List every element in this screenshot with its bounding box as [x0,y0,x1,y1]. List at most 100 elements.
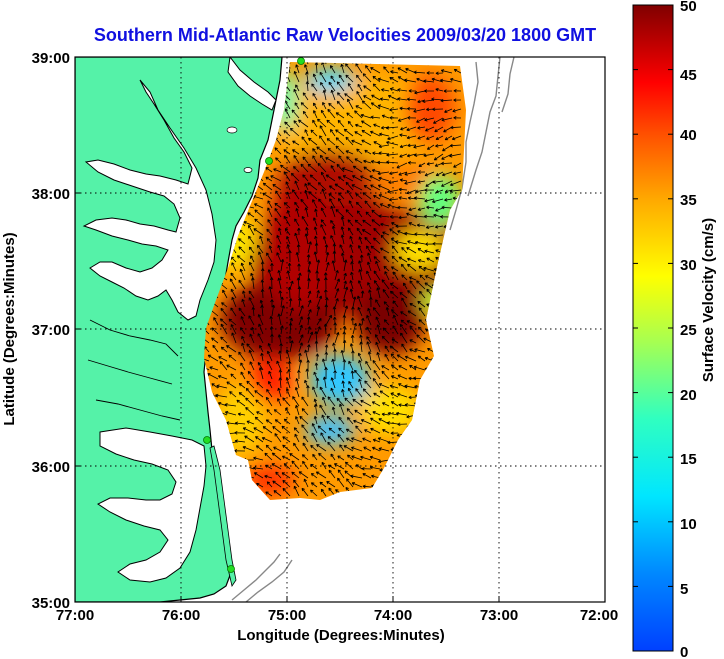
velocity-vector [359,254,364,263]
velocity-vector [382,289,390,299]
velocity-vector [371,401,381,407]
velocity-vector [380,222,390,227]
velocity-vector [379,97,390,101]
velocity-vector [298,352,302,362]
velocity-vector [297,263,301,271]
velocity-vector [425,126,435,132]
velocity-vector [373,195,381,200]
velocity-vector [432,242,444,246]
velocity-vector [253,203,264,209]
velocity-vector [325,314,332,326]
velocity-vector [406,247,417,254]
velocity-vector [282,479,291,488]
velocity-vector [219,318,228,326]
velocity-vector [442,171,453,177]
velocity-vector [304,129,309,137]
velocity-vector [407,143,417,148]
velocity-vector [415,189,426,194]
velocity-vector [274,208,282,218]
velocity-vector [253,466,264,470]
velocity-vector [398,171,408,176]
velocity-vector [319,125,327,137]
velocity-vector [278,377,283,389]
velocity-vector [377,171,390,176]
velocity-vector [294,218,300,227]
velocity-vector [348,380,354,389]
velocity-vector [381,365,390,371]
velocity-vector [444,198,453,202]
velocity-vector [356,227,363,236]
velocity-vector [372,360,381,371]
y-tick-label: 39:00 [32,50,70,67]
velocity-vector [336,100,345,110]
velocity-vector [337,433,345,443]
velocity-vector [313,217,318,227]
velocity-vector [350,474,363,479]
velocity-vector [378,151,390,155]
velocity-vector [288,335,292,343]
velocity-vector [330,165,336,173]
velocity-vector [326,138,336,146]
velocity-vector [230,324,237,335]
velocity-vector [310,482,318,488]
colorbar-tick-label: 30 [680,257,697,274]
velocity-vector [337,469,345,479]
velocity-vector [272,426,282,434]
velocity-vector [419,274,426,281]
velocity-vector [398,256,408,263]
velocity-vector [292,396,300,407]
velocity-vector [302,174,309,182]
colorbar-tick-label: 50 [680,0,697,15]
velocity-vector [426,205,435,210]
velocity-vector [370,115,381,120]
velocity-vector [346,478,354,488]
velocity-vector [277,398,282,407]
velocity-vector [355,425,363,434]
velocity-vector [377,104,390,110]
velocity-vector [417,355,426,362]
velocity-vector [350,370,355,380]
velocity-vector [351,455,363,461]
velocity-vector [361,139,372,146]
velocity-vector [320,219,327,227]
velocity-vector [291,109,300,119]
velocity-vector [414,214,426,219]
velocity-vector [357,352,363,362]
velocity-vector [293,442,300,452]
velocity-vector [241,342,246,353]
velocity-vector [453,162,462,168]
velocity-vector [345,63,354,74]
velocity-vector [289,340,294,353]
velocity-vector [314,340,319,353]
velocity-vector [400,126,408,131]
velocity-vector [248,290,255,299]
velocity-vector [354,219,363,227]
velocity-vector [426,257,435,263]
velocity-vector [453,116,462,120]
velocity-vector [416,77,426,83]
x-tick-label: 74:00 [374,607,412,624]
colorbar-tick-label: 15 [680,451,697,468]
velocity-vector [399,106,408,111]
velocity-vector [288,298,293,308]
velocity-vector [234,439,246,443]
velocity-vector [435,88,444,92]
velocity-vector [358,245,363,254]
velocity-vector [452,108,462,113]
velocity-vector [251,326,255,335]
velocity-vector [383,66,390,74]
velocity-vector [364,200,372,209]
velocity-vector [315,377,320,389]
velocity-vector [265,396,273,407]
velocity-vector [298,359,303,371]
velocity-vector [409,348,417,353]
velocity-vector [284,108,291,119]
velocity-vector [365,370,372,380]
velocity-vector [273,409,282,416]
velocity-vector [367,307,372,317]
velocity-vector [311,423,318,434]
velocity-vector [259,235,264,245]
velocity-vector [360,317,365,326]
velocity-vector [274,217,282,227]
velocity-vector [277,334,282,344]
